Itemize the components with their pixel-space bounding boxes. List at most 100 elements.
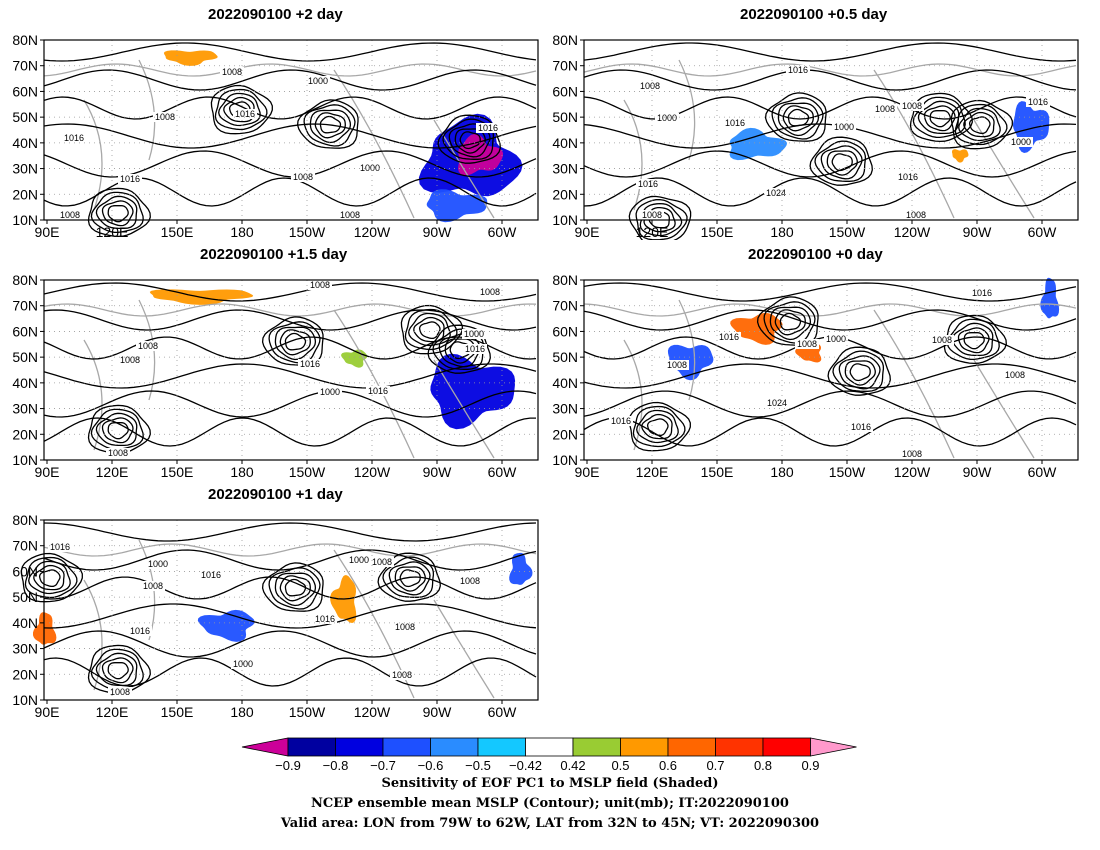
- contour-label-bg: [313, 614, 337, 624]
- contour-label: 1008: [310, 280, 330, 290]
- isobar-line: [583, 390, 1077, 418]
- isobar-ring: [809, 136, 873, 186]
- shade-patch: [163, 50, 218, 66]
- isobar-ring: [636, 409, 679, 444]
- colorbar-box: [667, 737, 716, 757]
- isobar-ring: [87, 644, 151, 695]
- isobar-ring: [912, 96, 966, 139]
- contour-label: 1008: [340, 210, 360, 220]
- isobar-ring: [33, 564, 65, 591]
- contour-label-bg: [199, 570, 223, 580]
- lon-tick-label: 150E: [161, 224, 194, 240]
- contour-label: 1024: [767, 398, 787, 408]
- colorbar-tick-label: 0.7: [706, 758, 724, 773]
- lon-tick-label: 90W: [423, 704, 453, 720]
- lon-tick-label: 180: [230, 224, 254, 240]
- lat-tick-label: 10N: [552, 212, 578, 228]
- coastline: [873, 309, 955, 459]
- isobar-ring: [87, 404, 151, 455]
- contour-label: 1016: [201, 570, 221, 580]
- contour-label-bg: [609, 416, 633, 426]
- contour-label-bg: [824, 334, 848, 344]
- isobar-ring: [303, 104, 356, 147]
- lat-tick-label: 70N: [552, 298, 578, 314]
- shade-patch: [426, 189, 488, 223]
- isobar-ring: [274, 572, 317, 607]
- isobar-ring: [844, 360, 876, 386]
- isobar-ring: [831, 153, 853, 172]
- contour-label: 1000: [360, 163, 380, 173]
- lat-tick-label: 20N: [552, 426, 578, 442]
- isobar-line: [43, 69, 537, 91]
- contour-label-bg: [347, 555, 371, 565]
- contour-label-bg: [390, 670, 414, 680]
- contour-label-bg: [108, 687, 132, 697]
- isobar-line: [583, 417, 1077, 447]
- contour-label-bg: [146, 559, 170, 569]
- isobar-ring: [210, 84, 273, 135]
- lon-tick-label: 150E: [161, 704, 194, 720]
- coastline: [433, 119, 495, 219]
- contour-label: 1000: [657, 113, 677, 123]
- lat-tick-label: 10N: [12, 452, 38, 468]
- contour-label-bg: [141, 581, 165, 591]
- lon-tick-label: 90E: [35, 464, 60, 480]
- shade-patch: [952, 149, 969, 163]
- contour-label: 1016: [719, 332, 739, 342]
- contour-label: 1000: [1011, 137, 1031, 147]
- lon-tick-label: 90E: [35, 704, 60, 720]
- contour-label: 1016: [235, 109, 255, 119]
- contour-label-bg: [62, 133, 86, 143]
- contour-label: 1016: [898, 172, 918, 182]
- coastline: [678, 299, 696, 401]
- isobar-ring: [314, 112, 346, 139]
- panel-title-plus2: 2022090100 +2 day: [208, 6, 343, 23]
- shade-patch: [1040, 277, 1060, 319]
- colorbar-box: [762, 737, 811, 757]
- lat-tick-label: 40N: [12, 135, 38, 151]
- isobar-ring: [771, 97, 824, 140]
- contour-label-bg: [128, 626, 152, 636]
- shade-patch: [509, 552, 533, 585]
- lat-tick-label: 60N: [12, 323, 38, 339]
- contour-label-bg: [723, 118, 747, 128]
- isobar-ring: [929, 109, 951, 128]
- lon-tick-label: 180: [230, 464, 254, 480]
- footer-line-2: NCEP ensemble mean MSLP (Contour); unit(…: [311, 796, 789, 811]
- colorbar-end-min: [241, 737, 289, 757]
- isobar-line: [43, 123, 537, 149]
- isobar-ring: [394, 566, 426, 592]
- colorbar-tick-label: 0.8: [754, 758, 772, 773]
- contour-label-bg: [136, 341, 160, 351]
- contour-label: 1008: [640, 81, 660, 91]
- contour-label-bg: [106, 448, 130, 458]
- lon-tick-label: 90E: [575, 464, 600, 480]
- isobar-line: [43, 336, 537, 360]
- contour-label: 1016: [50, 542, 70, 552]
- contour-label-bg: [795, 339, 819, 349]
- contour-label-bg: [638, 81, 662, 91]
- lat-tick-label: 80N: [12, 32, 38, 48]
- lat-tick-label: 70N: [12, 58, 38, 74]
- coastline: [583, 63, 1077, 77]
- isobar-ring: [382, 556, 435, 598]
- isobar-ring: [87, 187, 151, 238]
- isobar-ring: [388, 561, 431, 596]
- isobar-ring: [968, 116, 991, 135]
- lat-tick-label: 10N: [12, 212, 38, 228]
- map-panel-plus2: 1008 1000 1008 1016 1016 1016 1008 1000 1016 1008…: [12, 32, 539, 240]
- isobar-ring: [779, 312, 802, 331]
- contour-label-bg: [48, 542, 72, 552]
- contour-label: 1024: [766, 188, 786, 198]
- contour-layer: [43, 42, 537, 238]
- lon-tick-label: 60W: [488, 224, 518, 240]
- grid-layer: [44, 280, 538, 460]
- isobar-ring: [284, 578, 307, 597]
- contour-label: 1016: [368, 386, 388, 396]
- contour-label: 1000: [320, 387, 340, 397]
- colorbar: −0.9 −0.8 −0.7 −0.6 −0.5 −0.42 0.42 0.5 0.6 0.7 0.…: [241, 737, 857, 773]
- lon-tick-label: 120W: [894, 464, 931, 480]
- contour-layer: [583, 282, 1077, 452]
- coastline: [678, 59, 696, 161]
- isobar-ring: [838, 355, 881, 390]
